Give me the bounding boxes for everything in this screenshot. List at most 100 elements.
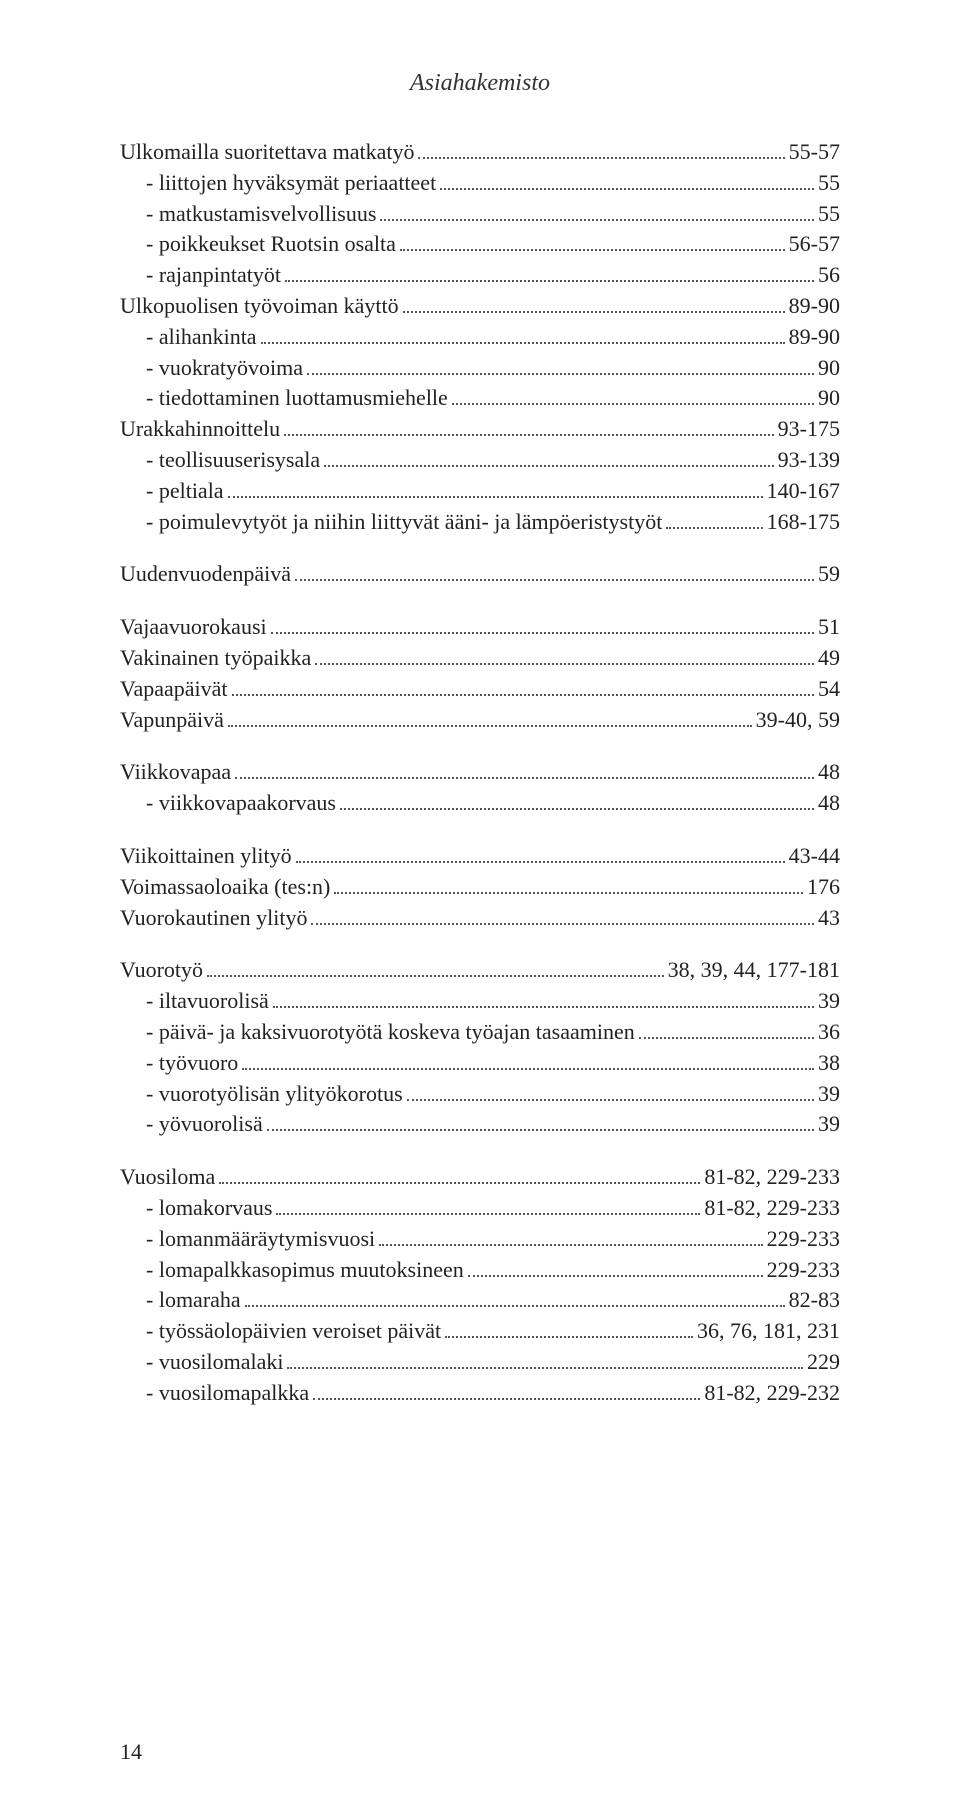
entry-page: 140-167 [767,476,840,507]
index-entry: Ulkopuolisen työvoiman käyttö89-90 [120,291,840,322]
index-entry: - vuosilomapalkka81-82, 229-232 [120,1378,840,1409]
entry-page: 93-175 [778,414,840,445]
entry-label: Ulkopuolisen työvoiman käyttö [120,291,399,322]
index-entry: - iltavuorolisä39 [120,986,840,1017]
dot-leader [639,1037,814,1039]
dot-leader [235,777,814,779]
entry-label: - teollisuuserisysala [146,445,320,476]
entry-label: - lomaraha [146,1285,241,1316]
entry-label: - alihankinta [146,322,257,353]
entry-page: 43-44 [789,841,840,872]
index-entry: Vakinainen työpaikka 49 [120,643,840,674]
index-entry: - matkustamisvelvollisuus55 [120,199,840,230]
entry-label: Ulkomailla suoritettava matkatyö [120,137,414,168]
entry-label: - päivä- ja kaksivuorotyötä koskeva työa… [146,1017,635,1048]
entry-page: 55 [818,168,840,199]
dot-leader [232,694,815,696]
dot-leader [380,219,814,221]
entry-label: - vuosilomapalkka [146,1378,309,1409]
dot-leader [284,434,774,436]
entry-label: Vapunpäivä [120,705,224,736]
dot-leader [440,188,814,190]
dot-leader [267,1129,814,1131]
dot-leader [245,1305,785,1307]
entry-page: 36, 76, 181, 231 [697,1316,840,1347]
dot-leader [307,373,814,375]
entry-label: Viikoittainen ylityö [120,841,292,872]
dot-leader [285,280,814,282]
index-entry: - tiedottaminen luottamusmiehelle 90 [120,383,840,414]
entry-label: - vuosilomalaki [146,1347,283,1378]
dot-leader [324,465,774,467]
index-entry: Viikoittainen ylityö 43-44 [120,841,840,872]
index-entry: - lomakorvaus81-82, 229-233 [120,1193,840,1224]
index-entry: Vuorokautinen ylityö43 [120,903,840,934]
dot-leader [276,1213,700,1215]
entry-page: 43 [818,903,840,934]
page-number: 14 [120,1739,142,1765]
entry-page: 48 [818,757,840,788]
entry-gap [120,537,840,559]
index-entry: Viikkovapaa 48 [120,757,840,788]
dot-leader [468,1275,763,1277]
index-entry: - vuosilomalaki229 [120,1347,840,1378]
index-entry: - yövuorolisä39 [120,1109,840,1140]
index-entry: Ulkomailla suoritettava matkatyö 55-57 [120,137,840,168]
index-entry: Vapaapäivät54 [120,674,840,705]
entry-label: - työssäolopäivien veroiset päivät [146,1316,441,1347]
index-entry: - teollisuuserisysala 93-139 [120,445,840,476]
index-entry: - poimulevytyöt ja niihin liittyvät ääni… [120,507,840,538]
entry-label: - liittojen hyväksymät periaatteet [146,168,436,199]
entry-page: 93-139 [778,445,840,476]
index-entry: - vuorotyölisän ylityökorotus39 [120,1079,840,1110]
entry-page: 176 [807,872,840,903]
entry-label: Vuosiloma [120,1162,215,1193]
entry-page: 39 [818,986,840,1017]
entry-page: 56-57 [789,229,840,260]
entry-page: 39 [818,1079,840,1110]
entry-label: - poikkeukset Ruotsin osalta [146,229,396,260]
index-entry: Voimassaoloaika (tes:n) 176 [120,872,840,903]
entry-page: 81-82, 229-233 [704,1162,840,1193]
dot-leader [315,663,814,665]
entry-label: - tiedottaminen luottamusmiehelle [146,383,448,414]
entry-gap [120,819,840,841]
dot-leader [452,403,814,405]
dot-leader [313,1398,700,1400]
entry-label: Voimassaoloaika (tes:n) [120,872,330,903]
entry-page: 89-90 [789,322,840,353]
page-header: Asiahakemisto [120,70,840,97]
dot-leader [379,1244,763,1246]
index-entry: Vuorotyö38, 39, 44, 177-181 [120,955,840,986]
entry-label: Urakkahinnoittelu [120,414,280,445]
entry-page: 49 [818,643,840,674]
entry-page: 55-57 [789,137,840,168]
entry-label: - vuokratyövoima [146,353,303,384]
dot-leader [261,342,785,344]
index-entry: - peltiala 140-167 [120,476,840,507]
index-entry: - vuokratyövoima 90 [120,353,840,384]
entry-page: 54 [818,674,840,705]
entry-page: 90 [818,383,840,414]
dot-leader [296,861,785,863]
entry-label: - poimulevytyöt ja niihin liittyvät ääni… [146,507,662,538]
entry-label: Vuorotyö [120,955,203,986]
entry-label: - peltiala [146,476,224,507]
entry-label: - lomakorvaus [146,1193,272,1224]
dot-leader [407,1099,814,1101]
dot-leader [228,725,752,727]
entry-page: 55 [818,199,840,230]
dot-leader [334,892,803,894]
entry-label: Viikkovapaa [120,757,231,788]
index-entry: Uudenvuodenpäivä59 [120,559,840,590]
entry-label: Vakinainen työpaikka [120,643,311,674]
entry-page: 90 [818,353,840,384]
dot-leader [228,496,763,498]
index-entry: - alihankinta 89-90 [120,322,840,353]
entry-gap [120,590,840,612]
entry-page: 38 [818,1048,840,1079]
entry-page: 229-233 [767,1224,840,1255]
dot-leader [271,632,814,634]
dot-leader [273,1006,814,1008]
index-entry: Vajaavuorokausi51 [120,612,840,643]
